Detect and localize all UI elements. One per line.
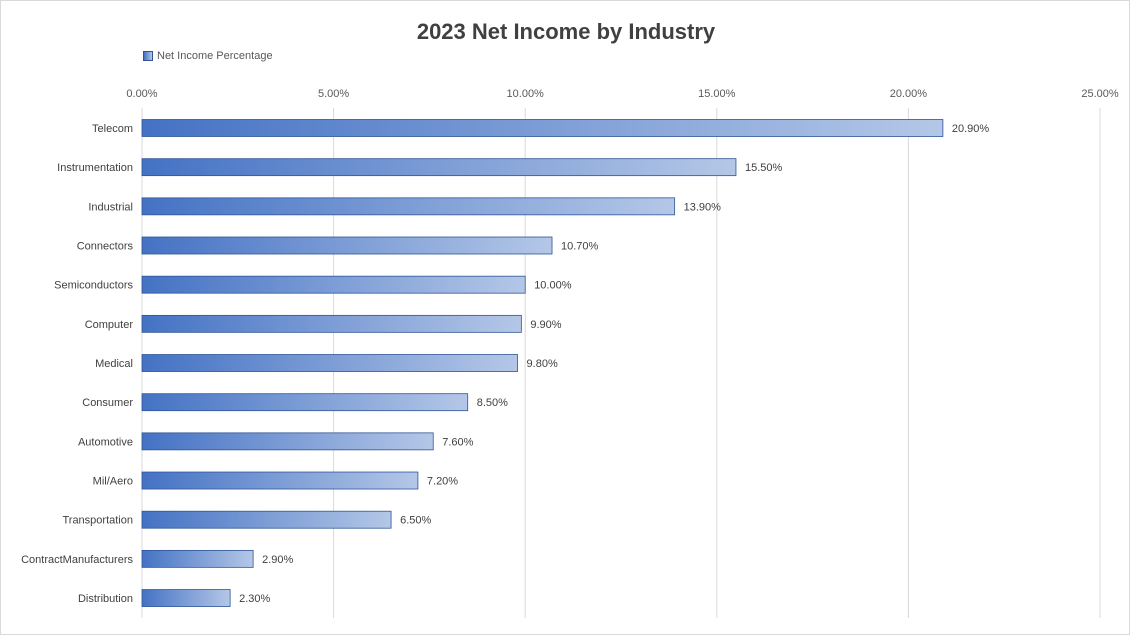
legend: Net Income Percentage <box>143 50 273 62</box>
x-tick-label: 25.00% <box>1081 88 1119 100</box>
bar <box>141 393 469 412</box>
legend-label: Net Income Percentage <box>157 50 273 62</box>
data-label: 10.70% <box>561 241 599 253</box>
data-label: 2.30% <box>239 593 270 605</box>
data-label: 20.90% <box>952 123 990 135</box>
bar <box>141 549 254 568</box>
category-label: Transportation <box>62 515 133 527</box>
data-label: 15.50% <box>745 162 783 174</box>
category-label: Consumer <box>82 397 133 409</box>
x-tick-label: 20.00% <box>890 88 928 100</box>
data-label: 9.90% <box>530 319 561 331</box>
bar <box>141 236 553 255</box>
data-label: 13.90% <box>684 201 722 213</box>
category-label: Telecom <box>92 123 133 135</box>
legend-swatch <box>143 51 153 61</box>
bar <box>141 119 944 137</box>
data-label: 2.90% <box>262 554 293 566</box>
x-tick-label: 5.00% <box>318 88 349 100</box>
data-label: 9.80% <box>527 358 558 370</box>
bar <box>141 471 419 490</box>
bar <box>141 275 526 294</box>
category-label: ContractManufacturers <box>21 554 133 566</box>
bar <box>141 510 392 529</box>
category-label: Industrial <box>88 201 133 213</box>
category-label: Semiconductors <box>54 280 133 292</box>
bar <box>141 314 522 333</box>
data-label: 6.50% <box>400 515 431 527</box>
bar <box>141 354 518 372</box>
category-label: Computer <box>85 319 134 331</box>
x-tick-label: 0.00% <box>126 88 157 100</box>
chart-title: 2023 Net Income by Industry <box>416 19 716 44</box>
data-label: 7.60% <box>442 436 473 448</box>
data-label: 7.20% <box>427 476 458 488</box>
data-label: 8.50% <box>477 397 508 409</box>
x-tick-label: 10.00% <box>507 88 545 100</box>
x-tick-label: 15.00% <box>698 88 736 100</box>
category-label: Distribution <box>78 593 133 605</box>
category-label: Automotive <box>78 436 133 448</box>
category-label: Medical <box>95 358 133 370</box>
bar <box>141 158 737 177</box>
category-label: Mil/Aero <box>93 476 133 488</box>
bar <box>141 589 231 607</box>
category-label: Connectors <box>77 241 134 253</box>
category-label: Instrumentation <box>57 162 133 174</box>
bar <box>141 197 676 216</box>
data-label: 10.00% <box>534 280 572 292</box>
bar <box>141 432 434 451</box>
